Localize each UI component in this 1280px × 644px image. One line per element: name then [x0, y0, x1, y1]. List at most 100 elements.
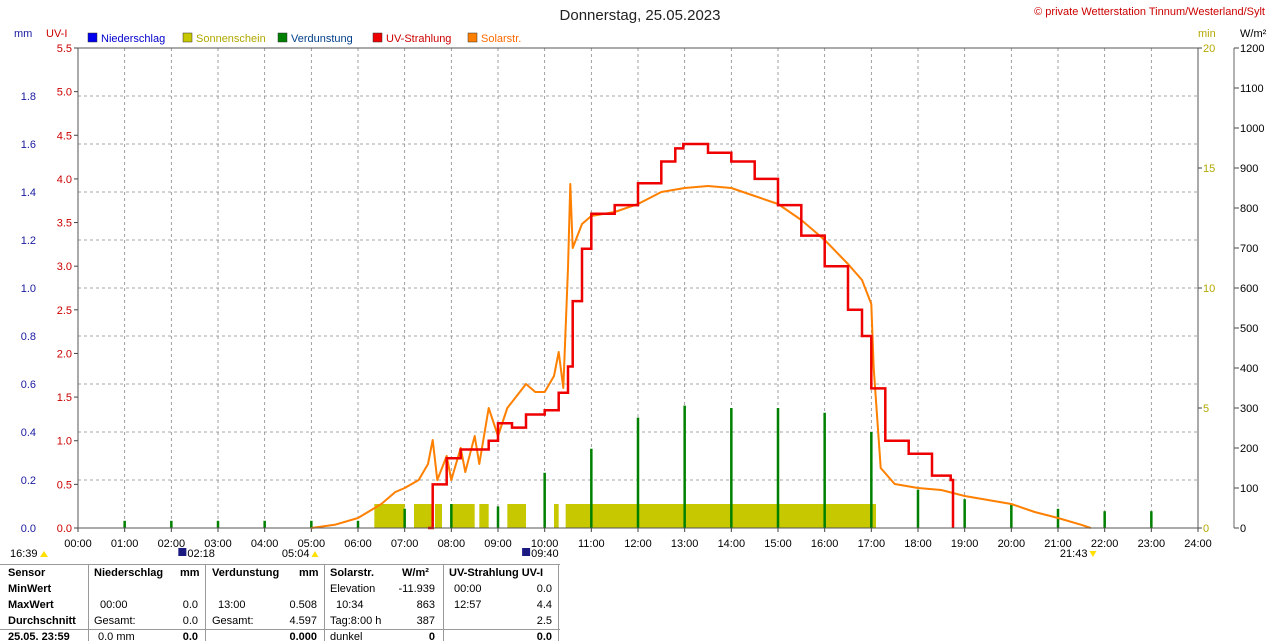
y-tick-label-uvi: 5.0 [57, 87, 72, 99]
y-tick-label-uvi: 5.5 [57, 43, 72, 55]
axis-unit-mm: mm [14, 28, 32, 40]
axis-unit-min: min [1198, 28, 1216, 40]
y-tick-label-wm2: 100 [1240, 483, 1258, 495]
sunshine-bar [374, 504, 405, 528]
chart-title: Donnerstag, 25.05.2023 [560, 7, 721, 24]
sunshine-bar [435, 504, 442, 528]
stats-avg-solar-label: Tag:8:00 h [330, 615, 382, 627]
stats-avg-evap-label: Gesamt: [212, 615, 254, 627]
prev-marker-label: 16:39 [10, 548, 38, 560]
y-tick-label-mm: 0.0 [21, 523, 36, 535]
y-tick-label-uvi: 2.0 [57, 348, 72, 360]
y-tick-label-mm: 0.4 [21, 427, 36, 439]
y-tick-label-mm: 1.8 [21, 91, 36, 103]
stats-header-sensor: Sensor [8, 567, 46, 579]
x-tick-label: 20:00 [998, 538, 1026, 550]
legend-label: UV-Strahlung [386, 33, 451, 45]
x-tick-label: 07:00 [391, 538, 419, 550]
stats-min-uv-value: 0.0 [536, 583, 552, 595]
moonset-label: 02:18 [187, 548, 215, 560]
y-tick-label-wm2: 1100 [1240, 83, 1264, 95]
legend-swatch [372, 32, 383, 43]
y-tick-label-min: 0 [1203, 523, 1209, 535]
y-tick-label-uvi: 4.0 [57, 174, 72, 186]
stats-avg-precip-label: Gesamt: [94, 615, 136, 627]
y-tick-label-uvi: 1.0 [57, 436, 72, 448]
x-tick-label: 08:00 [438, 538, 466, 550]
stats-min-label: MinWert [8, 583, 52, 595]
x-tick-label: 04:00 [251, 538, 279, 550]
x-tick-label: 23:00 [1138, 538, 1166, 550]
stats-max-evap-time: 13:00 [218, 599, 246, 611]
sunshine-series [374, 504, 876, 528]
legend-label: Sonnenschein [196, 33, 266, 45]
legend-label: Niederschlag [101, 33, 165, 45]
x-tick-label: 19:00 [951, 538, 979, 550]
stats-min-uv-time: 00:00 [454, 583, 482, 595]
evaporation-series [123, 405, 1153, 528]
stats-avg-uv-value: 2.5 [536, 615, 552, 627]
legend-label: Verdunstung [291, 33, 353, 45]
legend-label: Solarstr. [481, 33, 521, 45]
sunset-label: 21:43 [1060, 548, 1088, 560]
stats-max-precip-time: 00:00 [100, 599, 128, 611]
x-tick-label: 05:00 [298, 538, 326, 550]
stats-avg-precip-value: 0.0 [182, 615, 198, 627]
sunrise-label: 05:04 [282, 548, 310, 560]
y-tick-label-wm2: 300 [1240, 403, 1258, 415]
moonset-icon [178, 548, 187, 556]
x-tick-label: 09:00 [484, 538, 512, 550]
astro-events: 16:39 02:18 05:04 09:40 21:43 [10, 548, 1097, 560]
x-tick-label: 22:00 [1091, 538, 1119, 550]
stats-header-evap: Verdunstung [212, 567, 280, 579]
weather-chart: Donnerstag, 25.05.2023 © private Wetters… [10, 6, 1267, 560]
sunset-icon [1089, 551, 1097, 557]
stats-row4-evap-value: 0.000 [289, 631, 317, 643]
x-tick-label: 02:00 [158, 538, 186, 550]
legend-swatch [182, 32, 193, 43]
y-tick-label-mm: 1.6 [21, 139, 36, 151]
legend-swatch [277, 32, 288, 43]
sunrise-icon [311, 551, 319, 557]
line-series [311, 142, 1092, 530]
stats-max-evap-value: 0.508 [289, 599, 317, 611]
y-tick-label-mm: 1.4 [21, 187, 36, 199]
stats-row4-solar-value: 0 [428, 631, 435, 643]
stats-max-solar-time: 10:34 [336, 599, 364, 611]
stats-avg-evap-value: 4.597 [289, 615, 317, 627]
stats-header-precip: Niederschlag [94, 567, 164, 579]
stats-header-solar: Solarstr. [330, 567, 375, 579]
stats-header-evap-unit: mm [299, 567, 319, 579]
x-tick-label: 14:00 [718, 538, 746, 550]
y-tick-label-wm2: 1200 [1240, 43, 1264, 55]
solar-radiation-line [311, 183, 1092, 529]
y-tick-label-uvi: 3.0 [57, 261, 72, 273]
plot-frame [77, 47, 1199, 529]
sunshine-bar [554, 504, 559, 528]
stats-max-label: MaxWert [8, 599, 54, 611]
y-tick-label-wm2: 600 [1240, 283, 1258, 295]
legend-swatch [87, 32, 98, 43]
sunshine-bar [451, 504, 475, 528]
stats-avg-label: Durchschnitt [8, 615, 76, 627]
x-tick-label: 00:00 [64, 538, 92, 550]
uv-index-line [428, 142, 955, 530]
x-tick-label: 12:00 [624, 538, 652, 550]
y-tick-label-uvi: 4.5 [57, 130, 72, 142]
y-tick-label-mm: 0.6 [21, 379, 36, 391]
y-tick-label-min: 20 [1203, 43, 1215, 55]
stats-row4-solar-label: dunkel [330, 631, 363, 643]
stats-row4-uv-value: 0.0 [536, 631, 552, 643]
stats-avg-solar-value: 387 [416, 615, 435, 627]
x-tick-label: 13:00 [671, 538, 699, 550]
x-tick-label: 03:00 [204, 538, 232, 550]
copyright-note: © private Wetterstation Tinnum/Westerlan… [1034, 6, 1265, 18]
y-tick-label-wm2: 500 [1240, 323, 1258, 335]
x-tick-label: 01:00 [111, 538, 139, 550]
axis-unit-uvi: UV-I [46, 28, 67, 40]
statistics-table: Sensor Niederschlag mm Verdunstung mm So… [0, 563, 1280, 643]
stats-header-uv: UV-Strahlung UV-I [449, 567, 544, 579]
y-tick-label-min: 5 [1203, 403, 1209, 415]
y-tick-label-mm: 1.2 [21, 235, 36, 247]
legend-swatch [467, 32, 478, 43]
